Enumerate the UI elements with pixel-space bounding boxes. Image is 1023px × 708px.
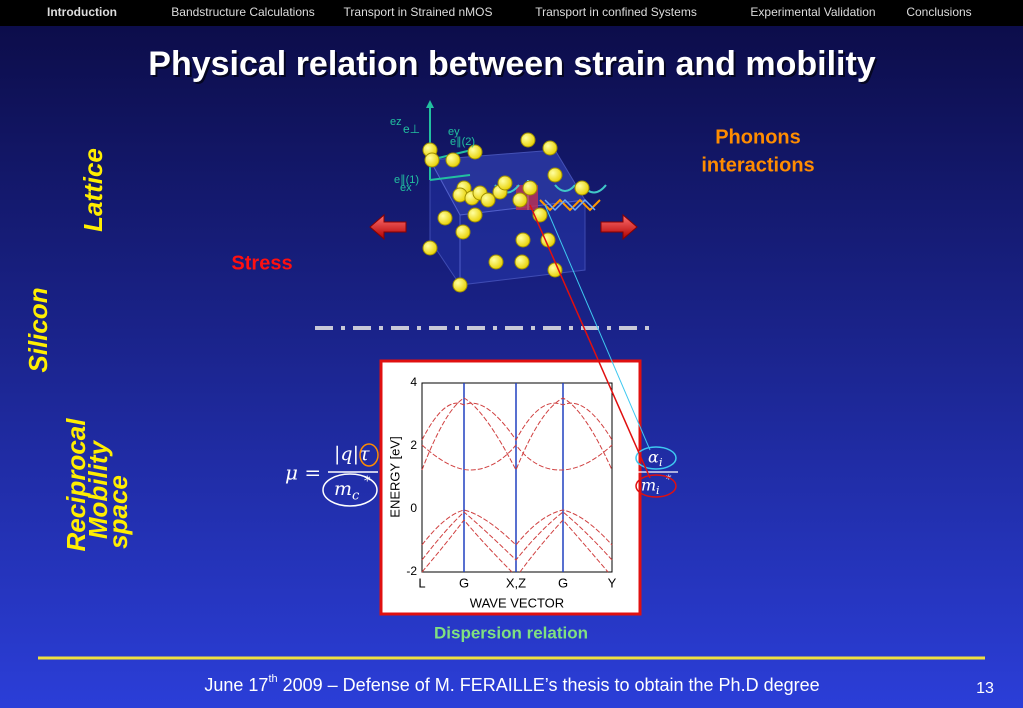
x-axis-label: WAVE VECTOR xyxy=(470,595,564,610)
atom xyxy=(480,192,496,208)
atom xyxy=(422,240,438,256)
mobility-label: Mobility xyxy=(83,439,113,539)
atom xyxy=(520,132,536,148)
atom xyxy=(547,262,563,278)
atom xyxy=(424,152,440,168)
y-tick-label: 4 xyxy=(410,375,417,389)
phonons-label: interactions xyxy=(701,154,814,176)
atom xyxy=(514,254,530,270)
formula-lhs: μ = xyxy=(285,461,321,485)
axis-label: e∥(1) xyxy=(394,174,419,186)
formula-star: * xyxy=(364,475,371,490)
crystal: ez e⊥ ey e∥(2) e∥(1) ex xyxy=(390,100,607,293)
atom xyxy=(467,144,483,160)
band-plot: 4 2 0 -2L G X,Z G Y ENERGY [eV] WAVE VECTOR xyxy=(387,375,616,610)
stress-arrow-right xyxy=(600,213,638,241)
axis-label: e∥(2) xyxy=(450,136,475,148)
y-tick-label: -2 xyxy=(406,564,417,578)
atom xyxy=(452,277,468,293)
nav-item[interactable]: Transport in confined Systems xyxy=(535,5,697,19)
title: Physical relation between strain and mob… xyxy=(148,45,876,83)
caption: Dispersion relation xyxy=(434,623,588,642)
formula-mi-star: * xyxy=(666,473,672,486)
page-number: 13 xyxy=(976,680,994,697)
link-red xyxy=(529,204,651,479)
y-axis-label: ENERGY [eV] xyxy=(387,436,402,517)
footer-sup: th xyxy=(268,673,277,685)
stress-label: Stress xyxy=(231,252,292,274)
footer-pre: June 17 xyxy=(204,675,268,695)
atom xyxy=(437,210,453,226)
axis-label: ez xyxy=(390,116,402,128)
link-cyan xyxy=(544,204,651,451)
atom xyxy=(574,180,590,196)
atom xyxy=(542,140,558,156)
formula-mi: m xyxy=(641,476,656,495)
y-tick-label: 2 xyxy=(410,438,417,452)
atom xyxy=(488,254,504,270)
x-tick-label: L xyxy=(418,575,425,590)
atom xyxy=(455,224,471,240)
atom xyxy=(512,192,528,208)
axis-label: ey xyxy=(448,126,460,138)
nav-item[interactable]: Experimental Validation xyxy=(750,5,875,19)
silicon-label: Silicon xyxy=(23,287,53,372)
nav-item[interactable]: Introduction xyxy=(47,5,117,19)
axis-label: ex xyxy=(400,182,412,194)
nav-item[interactable]: Conclusions xyxy=(906,5,971,19)
y-tick-label: 0 xyxy=(410,501,417,515)
formula-sub: c xyxy=(352,489,360,504)
formula-alpha: α xyxy=(648,448,659,467)
nav-bar xyxy=(0,0,1023,26)
x-tick-label: Y xyxy=(608,575,617,590)
lattice-label: Lattice xyxy=(78,148,108,232)
atom xyxy=(497,175,513,191)
reciprocal-label: Reciprocal xyxy=(61,418,91,552)
footer-post: 2009 – Defense of M. FERAILLE’s thesis t… xyxy=(278,675,820,695)
formula: μ = |q|τ m c * α i m i * xyxy=(285,443,678,507)
axis-label: e⊥ xyxy=(403,122,420,136)
formula-m: m xyxy=(334,478,352,500)
atom xyxy=(547,167,563,183)
atom xyxy=(522,180,538,196)
phonons-label: Phonons xyxy=(715,126,801,148)
x-tick-label: G xyxy=(459,575,469,590)
footer: June 17th 2009 – Defense of M. FERAILLE’… xyxy=(204,673,819,695)
stress-arrow-left xyxy=(369,213,407,241)
x-tick-label: G xyxy=(558,575,568,590)
space-label: space xyxy=(103,475,133,549)
atom xyxy=(445,152,461,168)
atom xyxy=(467,207,483,223)
x-tick-label: X,Z xyxy=(506,575,526,590)
nav-item[interactable]: Transport in Strained nMOS xyxy=(344,5,493,19)
atom xyxy=(515,232,531,248)
formula-mi-sub: i xyxy=(656,484,660,497)
nav-item[interactable]: Bandstructure Calculations xyxy=(171,5,314,19)
title-shadow: Physical relation between strain and mob… xyxy=(150,47,878,85)
formula-alpha-sub: i xyxy=(659,456,663,469)
